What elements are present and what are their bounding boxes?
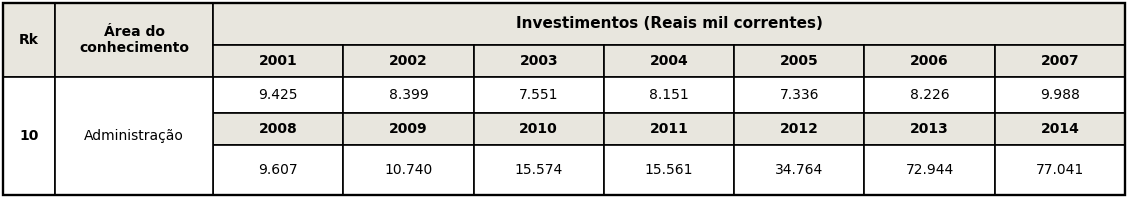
Text: 34.764: 34.764 — [775, 163, 823, 177]
Bar — [213, 45, 343, 77]
Bar — [995, 45, 1125, 77]
Text: 8.399: 8.399 — [388, 88, 429, 102]
Text: 8.226: 8.226 — [910, 88, 950, 102]
Bar — [474, 113, 603, 145]
Text: 72.944: 72.944 — [906, 163, 953, 177]
Text: 2005: 2005 — [779, 54, 819, 68]
Text: Administração: Administração — [85, 129, 184, 143]
Bar — [474, 145, 603, 195]
Text: 2002: 2002 — [389, 54, 428, 68]
Text: 2003: 2003 — [519, 54, 558, 68]
Text: 7.336: 7.336 — [779, 88, 819, 102]
Bar — [343, 113, 474, 145]
Text: 2004: 2004 — [650, 54, 688, 68]
Bar — [343, 145, 474, 195]
Text: Rk: Rk — [19, 33, 39, 47]
Bar — [603, 145, 734, 195]
Bar — [343, 45, 474, 77]
Text: 2007: 2007 — [1040, 54, 1079, 68]
Text: 2014: 2014 — [1040, 122, 1079, 136]
Bar — [474, 45, 603, 77]
Text: 2009: 2009 — [389, 122, 428, 136]
Bar — [213, 113, 343, 145]
Text: 7.551: 7.551 — [519, 88, 558, 102]
Bar — [3, 77, 55, 195]
Text: 15.561: 15.561 — [645, 163, 694, 177]
Bar — [864, 113, 995, 145]
Bar — [474, 77, 603, 113]
Text: 77.041: 77.041 — [1036, 163, 1084, 177]
Bar — [55, 3, 213, 77]
Text: 2012: 2012 — [779, 122, 819, 136]
Text: 9.607: 9.607 — [258, 163, 298, 177]
Text: 10.740: 10.740 — [385, 163, 432, 177]
Text: 10: 10 — [19, 129, 38, 143]
Text: 9.988: 9.988 — [1040, 88, 1079, 102]
Bar — [995, 77, 1125, 113]
Text: 8.151: 8.151 — [649, 88, 689, 102]
Bar — [864, 145, 995, 195]
Text: 2006: 2006 — [910, 54, 949, 68]
Text: Investimentos (Reais mil correntes): Investimentos (Reais mil correntes) — [515, 16, 822, 31]
Bar — [603, 113, 734, 145]
Bar — [603, 77, 734, 113]
Text: 2013: 2013 — [910, 122, 949, 136]
Bar — [734, 145, 864, 195]
Bar — [213, 77, 343, 113]
Bar — [734, 77, 864, 113]
Bar — [213, 3, 1125, 45]
Bar — [734, 113, 864, 145]
Text: 9.425: 9.425 — [258, 88, 298, 102]
Bar — [603, 45, 734, 77]
Bar — [864, 77, 995, 113]
Bar — [55, 77, 213, 195]
Text: 2001: 2001 — [258, 54, 298, 68]
Bar — [213, 145, 343, 195]
Bar — [995, 145, 1125, 195]
Text: Área do
conhecimento: Área do conhecimento — [79, 25, 190, 55]
Bar — [995, 113, 1125, 145]
Text: 2011: 2011 — [650, 122, 688, 136]
Bar — [734, 45, 864, 77]
Text: 2010: 2010 — [519, 122, 558, 136]
Bar — [864, 45, 995, 77]
Bar — [343, 77, 474, 113]
Text: 15.574: 15.574 — [514, 163, 563, 177]
Bar — [3, 3, 55, 77]
Text: 2008: 2008 — [258, 122, 298, 136]
